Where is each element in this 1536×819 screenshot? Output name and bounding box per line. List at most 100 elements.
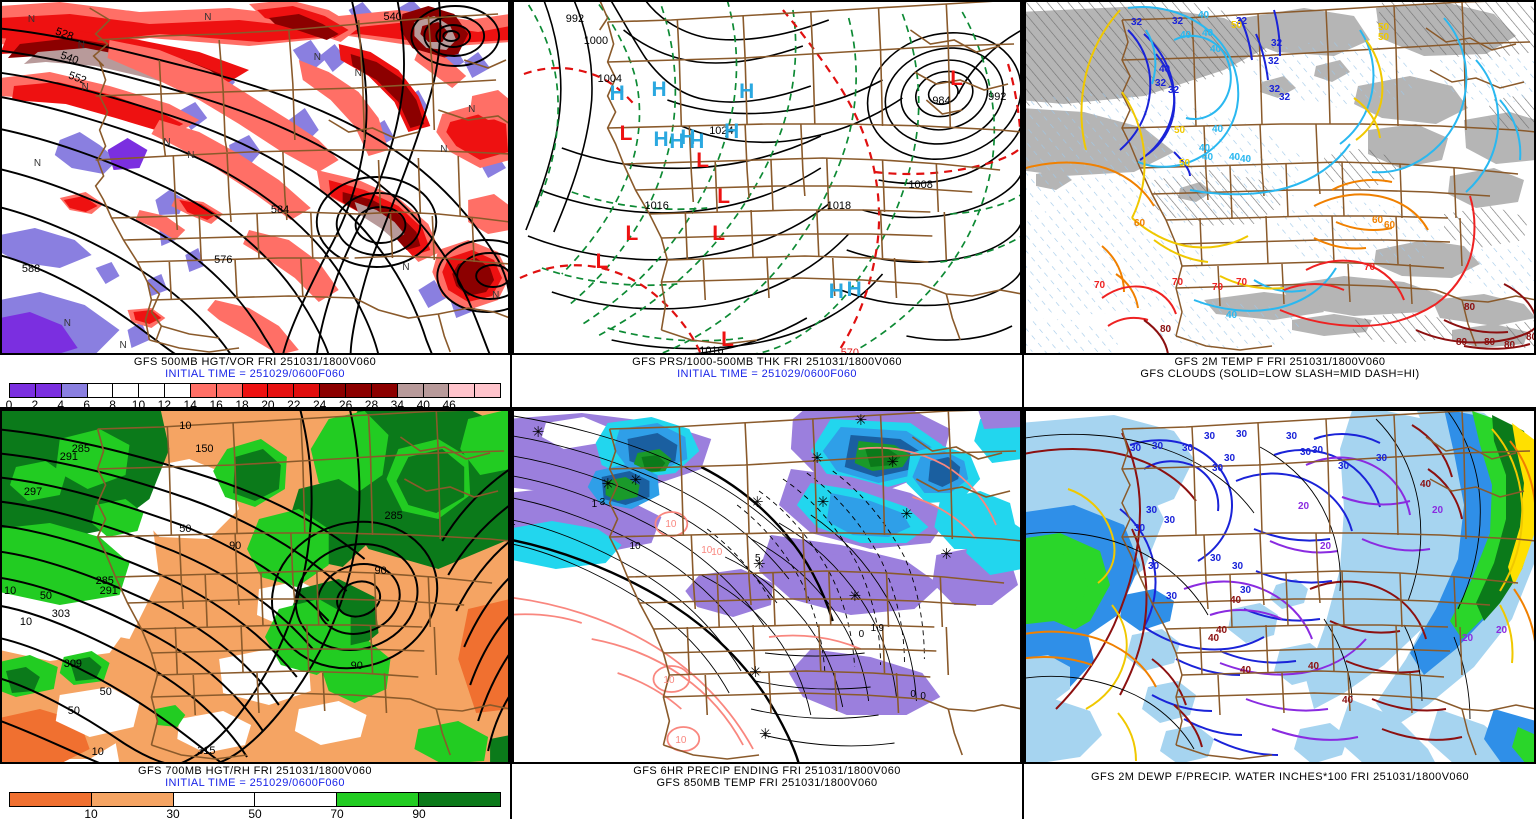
contour-label-576: 576 [214,254,232,266]
isobar-label-992b: 992 [988,91,1006,103]
tick: 30 [166,807,180,819]
svg-text:N: N [64,318,71,329]
contour-label-584: 584 [271,204,289,216]
tick: 4 [57,398,65,409]
svg-text:80: 80 [1456,337,1468,348]
thickness-label-570: 570 [841,347,859,355]
svg-text:90: 90 [229,540,241,552]
svg-text:30: 30 [1210,553,1222,564]
svg-text:N: N [82,82,89,93]
svg-text:40: 40 [1159,64,1171,75]
svg-text:✳: ✳ [759,726,772,743]
svg-text:285: 285 [72,443,90,455]
svg-text:30: 30 [1204,431,1216,442]
panel-2m-dewp-pwat[interactable]: 30 30 30 30 30 30 30 30 30 30 30 30 30 30 30 30 30 3… [1024,409,1536,819]
svg-text:60: 60 [1384,220,1396,231]
map-2m-dewp-pwat[interactable]: 30 30 30 30 30 30 30 30 30 30 30 30 30 30 30 30 30 3… [1024,409,1536,764]
svg-text:32: 32 [1168,85,1180,96]
svg-text:20: 20 [1462,633,1474,644]
tick: 70 [330,807,344,819]
isobar-label-1016: 1016 [644,200,668,212]
tick: 34 [390,398,405,409]
high-center: H [829,280,844,303]
svg-text:32: 32 [1268,56,1280,67]
map-6hr-precip-850mb-temp[interactable]: ✳✳✳ ✳✳✳ ✳✳✳ ✳✳✳ ✳✳ 13 1 5 10 019 00 1010… [512,409,1022,764]
tick: 46 [442,398,456,409]
svg-text:70: 70 [1236,277,1248,288]
svg-text:30: 30 [1286,431,1298,442]
high-center: H [689,130,704,153]
panel-6hr-precip-850mb-temp[interactable]: ✳✳✳ ✳✳✳ ✳✳✳ ✳✳✳ ✳✳ 13 1 5 10 019 00 1010… [512,409,1024,819]
map-2m-temp-clouds[interactable]: 32 32 32 32 32 32 32 32 32 40 40 40 40 40 40 40 40… [1024,0,1536,355]
svg-text:N: N [28,14,35,25]
svg-text:1: 1 [871,623,877,634]
svg-text:30: 30 [1232,561,1244,572]
svg-text:297: 297 [24,486,42,498]
svg-text:30: 30 [1164,515,1176,526]
svg-text:70: 70 [1212,282,1224,293]
svg-text:N: N [187,150,194,161]
svg-text:40: 40 [1226,310,1238,321]
panel3-caption-clouds: GFS CLOUDS (SOLID=LOW SLASH=MID DASH=HI) [1140,368,1420,380]
svg-text:30: 30 [1130,443,1142,454]
low-center: L [712,222,725,245]
isobar-label-1024: 1024 [709,125,733,137]
svg-text:32: 32 [1279,92,1291,103]
panel-surface-pressure-thickness[interactable]: 992 1000 1004 1024 1016 1018 1016 984 99… [512,0,1024,409]
svg-text:32: 32 [1131,17,1143,28]
svg-text:50: 50 [40,590,52,602]
svg-text:30: 30 [1212,463,1224,474]
svg-text:80: 80 [1504,340,1516,351]
tick: 24 [313,398,327,409]
svg-text:5: 5 [755,553,761,564]
svg-text:285: 285 [96,575,114,587]
map-700mb-hgt-rh[interactable]: 285 291 297 303 309 285 291 315 50 50 50… [0,409,510,764]
svg-text:30: 30 [1300,447,1312,458]
svg-text:32: 32 [1172,16,1184,27]
tick: 22 [287,398,301,409]
panel1-caption-main: GFS 500MB HGT/VOR FRI 251031/1800V060 [133,356,377,368]
svg-text:32: 32 [1271,38,1283,49]
svg-text:60: 60 [1372,215,1384,226]
svg-text:40: 40 [1180,30,1192,41]
svg-text:20: 20 [1496,625,1508,636]
svg-text:✳: ✳ [900,506,913,523]
svg-text:32: 32 [1236,16,1248,27]
svg-text:✳: ✳ [887,454,900,471]
tick: 12 [157,398,172,409]
svg-text:70: 70 [1094,280,1106,291]
low-center: L [626,222,639,245]
isobar-label-1016b: 1016 [699,345,723,355]
svg-text:✳: ✳ [602,476,615,493]
svg-text:40: 40 [1208,633,1220,644]
svg-text:40: 40 [1216,625,1228,636]
svg-text:N: N [402,262,409,273]
svg-text:50: 50 [1378,22,1390,33]
svg-text:0: 0 [920,691,926,702]
svg-text:✳: ✳ [849,588,862,605]
panel-2m-temp-clouds[interactable]: 32 32 32 32 32 32 32 32 32 40 40 40 40 40 40 40 40… [1024,0,1536,409]
map-surface-pressure-thickness[interactable]: 992 1000 1004 1024 1016 1018 1016 984 99… [512,0,1022,355]
svg-text:80: 80 [1160,324,1172,335]
svg-text:50: 50 [1378,32,1390,43]
svg-text:50: 50 [1174,125,1186,136]
high-center: H [739,80,754,103]
svg-text:20: 20 [1432,505,1444,516]
svg-text:✳: ✳ [751,494,764,511]
panel6-caption-main: GFS 2M DEWP F/PRECIP. WATER INCHES*100 F… [1091,771,1469,783]
svg-text:✳: ✳ [630,472,643,489]
svg-text:40: 40 [1308,661,1320,672]
panel4-caption-init: INITIAL TIME = 251029/0600F060 [165,777,345,789]
svg-text:N: N [34,158,41,169]
svg-text:30: 30 [1182,443,1194,454]
panel-700mb-hgt-rh[interactable]: 285 291 297 303 309 285 291 315 50 50 50… [0,409,512,819]
svg-text:N: N [120,340,127,351]
low-center: L [717,185,730,208]
tick: 10 [131,398,146,409]
tick: 16 [209,398,223,409]
contour-label-540: 540 [59,50,80,68]
